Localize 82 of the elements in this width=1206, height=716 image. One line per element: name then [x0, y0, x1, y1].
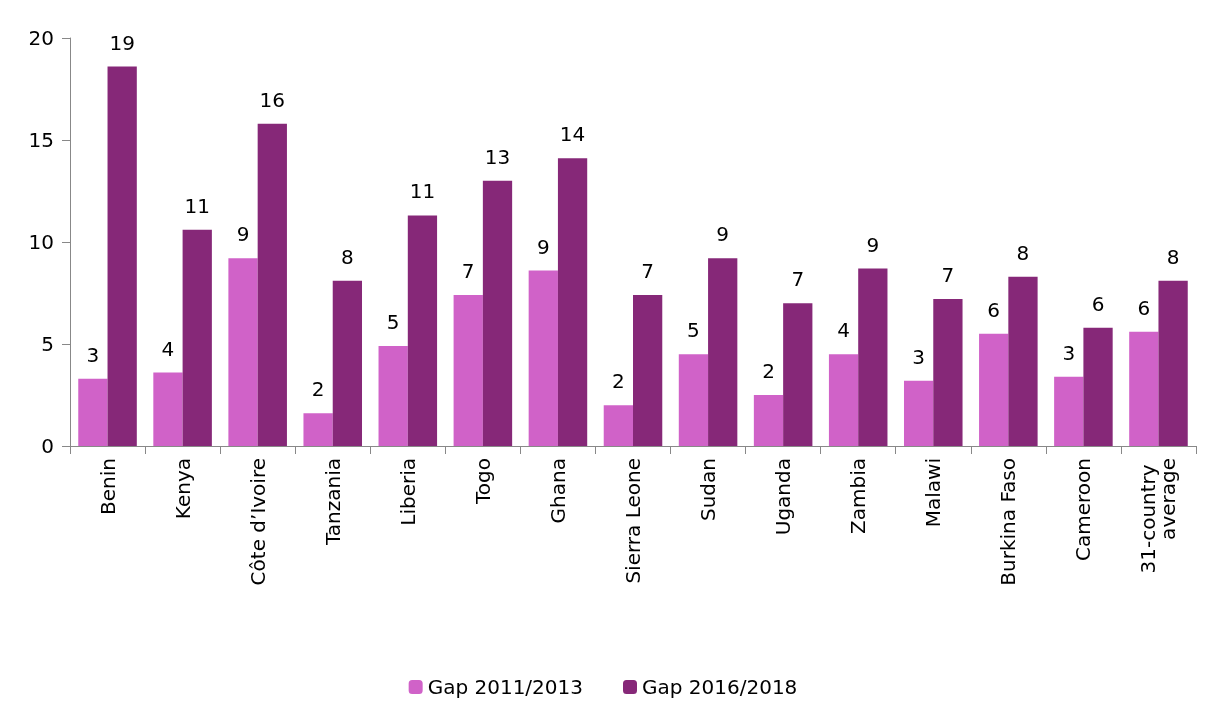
y-tick-label: 10 [28, 230, 54, 254]
x-tick-label: Burkina Faso [996, 458, 1021, 586]
x-tick-label: Cameroon [1071, 458, 1096, 561]
x-tick-label: Togo [470, 458, 495, 505]
bar [78, 378, 108, 446]
data-label: 7 [941, 263, 955, 288]
bar [933, 299, 963, 446]
data-label: 3 [1062, 340, 1076, 365]
bar [257, 123, 287, 446]
x-tick-label: Uganda [771, 458, 796, 536]
data-label: 2 [611, 369, 625, 394]
x-tick-label: Benin [95, 458, 120, 515]
y-tick-label: 5 [41, 332, 54, 356]
data-label: 5 [687, 318, 700, 343]
bar [303, 413, 333, 446]
data-label: 7 [641, 259, 655, 284]
bar [858, 268, 888, 446]
data-label: 6 [1091, 291, 1105, 316]
bar [828, 354, 859, 446]
data-label: 7 [461, 259, 475, 284]
bar [783, 303, 813, 446]
data-label: 16 [259, 87, 286, 112]
x-tick-label: Sudan [696, 458, 721, 521]
x-tick-label: Malawi [921, 458, 946, 528]
bar [1129, 331, 1159, 446]
data-label: 8 [1016, 240, 1030, 265]
bar [633, 295, 663, 446]
bar [1008, 276, 1038, 446]
bar [1158, 280, 1188, 446]
bar [603, 405, 633, 446]
data-label: 8 [1166, 244, 1180, 269]
legend-label: Gap 2016/2018 [642, 675, 798, 699]
bar [1083, 327, 1113, 446]
bar [708, 258, 738, 446]
data-label: 19 [109, 30, 135, 55]
data-label: 9 [536, 234, 550, 259]
x-tick-label: Liberia [395, 458, 420, 526]
data-label: 14 [559, 122, 586, 147]
data-label: 13 [484, 144, 511, 169]
bar [153, 372, 183, 446]
data-label: 9 [866, 232, 880, 257]
y-tick-label: 20 [28, 26, 54, 50]
legend-label: Gap 2011/2013 [427, 675, 583, 699]
x-tick-label: Sierra Leone [621, 458, 645, 584]
x-tick-label: Tanzania [320, 458, 345, 547]
bar [678, 354, 709, 446]
bar [407, 215, 438, 446]
data-label: 9 [236, 222, 250, 247]
bar [528, 270, 558, 446]
bar [453, 295, 483, 446]
data-label: 2 [311, 377, 325, 402]
data-label: 2 [762, 359, 775, 383]
data-label: 8 [341, 244, 354, 269]
bar [228, 258, 258, 446]
data-label: 11 [184, 193, 210, 218]
bar [557, 158, 588, 446]
data-label: 4 [837, 318, 850, 343]
bar [107, 66, 137, 446]
data-label: 3 [912, 344, 925, 369]
x-tick-label: Ghana [545, 458, 570, 524]
x-tick-label: Kenya [170, 458, 195, 520]
data-label: 5 [386, 310, 400, 335]
data-label: 6 [987, 297, 1001, 322]
bar [378, 346, 408, 446]
bar [182, 229, 212, 446]
bar [1054, 376, 1084, 446]
y-tick-label: 15 [28, 128, 54, 152]
data-label: 3 [86, 342, 100, 367]
data-label: 11 [409, 179, 436, 204]
bar [482, 180, 513, 446]
x-tick-label: Côte d’Ivoire [245, 458, 270, 586]
x-tick-label: Zambia [846, 458, 871, 534]
data-label: 4 [161, 336, 175, 361]
bar [903, 380, 934, 446]
bar [332, 280, 363, 446]
bar [753, 395, 784, 446]
data-label: 7 [791, 267, 805, 292]
bar [979, 333, 1009, 446]
data-label: 9 [716, 222, 730, 247]
data-label: 6 [1137, 295, 1151, 320]
y-tick-label: 0 [41, 434, 54, 458]
x-tick-label: 31-country average [1136, 458, 1181, 574]
